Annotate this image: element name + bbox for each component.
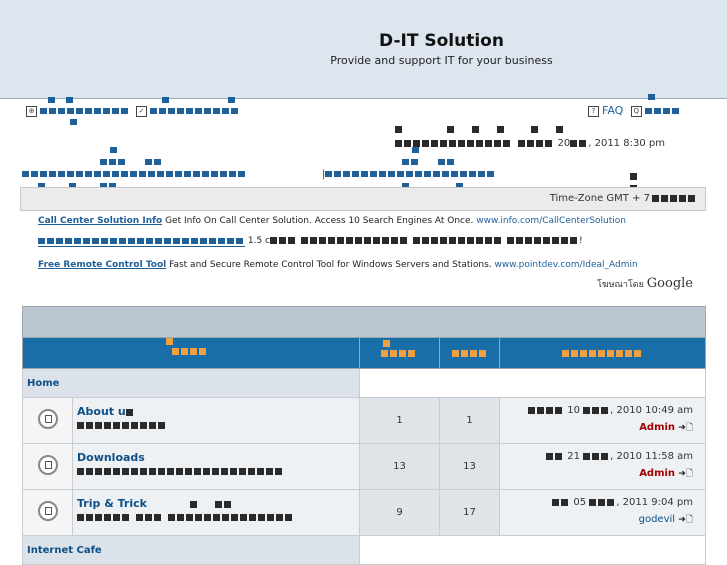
goto-post-icon[interactable]: ➜🗋 (678, 515, 694, 525)
ad-thai[interactable]: 1.5 c! (38, 236, 583, 247)
forum-posts: 1 (439, 397, 500, 444)
site-header: D-IT Solution Provide and support IT for… (0, 0, 727, 99)
forum-icon (37, 501, 58, 521)
ad-callcenter-text: Get Info On Call Center Solution. Access… (165, 216, 474, 226)
forum-icon (37, 455, 58, 475)
ad-callcenter-title[interactable]: Call Center Solution Info (38, 216, 163, 226)
site-description: Provide and support IT for your business (330, 54, 553, 67)
ad-thai-text: 1.5 c (247, 236, 270, 246)
unread-line[interactable]: | (322, 167, 496, 180)
header-lastpost (498, 337, 707, 369)
last-user[interactable]: Admin (639, 422, 676, 433)
header-topics (359, 337, 440, 369)
nav-right: ? FAQ Q (588, 104, 681, 117)
table-row: About u 1 1 10 , 2010 10:49 am Admin ➜🗋 (22, 397, 707, 444)
search-icon[interactable]: Q (630, 105, 642, 117)
table-header (22, 337, 707, 369)
timezone-label: Time-Zone GMT + 7 (549, 193, 650, 204)
ad-callcenter[interactable]: Call Center Solution Info Get Info On Ca… (38, 216, 626, 226)
forum-topics: 13 (359, 443, 440, 490)
header-forum (22, 337, 360, 369)
last-visit (395, 122, 565, 135)
forum-link[interactable]: Trip & Trick (77, 497, 147, 510)
last-visit-day: 20 (557, 138, 571, 149)
table-row: Trip & Trick 9 17 05 , 2011 9:04 pm godev… (22, 489, 707, 536)
forum-posts: 13 (439, 443, 500, 490)
header-posts (439, 337, 500, 369)
site-title: D-IT Solution (379, 31, 504, 51)
table-row: Downloads 13 13 21 , 2010 11:58 am Admin … (22, 443, 707, 490)
last-day: 21 (567, 451, 580, 462)
forum-table: Home About u 1 1 10 , 2010 10:49 am Admin… (21, 306, 707, 565)
last-user[interactable]: godevil (638, 514, 676, 525)
forum-link[interactable]: About u (77, 405, 126, 418)
last-user[interactable]: Admin (639, 468, 676, 479)
ad-remote-text: Fast and Secure Remote Control Tool for … (169, 260, 492, 270)
last-day: 05 (573, 497, 587, 508)
last-time: , 2010 11:58 am (610, 451, 694, 462)
forum-topics: 1 (359, 397, 440, 444)
table-top-bar (21, 306, 707, 338)
forum-posts: 17 (439, 489, 500, 536)
last-visit-time: , 2011 8:30 pm (588, 138, 665, 149)
faq-icon: ? (588, 105, 599, 117)
category-row: Internet Cafe (22, 535, 707, 565)
goto-post-icon[interactable]: ➜🗋 (678, 469, 694, 479)
faq-link[interactable]: FAQ (602, 104, 624, 117)
ads-by-label: โฆษณาโดย (597, 280, 644, 290)
last-time: , 2010 10:49 am (610, 405, 694, 416)
login-icon: ✓ (136, 105, 147, 117)
last-day: 10 (567, 405, 580, 416)
register-icon: ⊕ (26, 105, 37, 117)
category-row: Home (22, 368, 707, 398)
ad-remote[interactable]: Free Remote Control Tool Fast and Secure… (38, 260, 638, 270)
ad-remote-url[interactable]: www.pointdev.com/Ideal_Admin (494, 260, 638, 270)
goto-post-icon[interactable]: ➜🗋 (678, 423, 694, 433)
ad-remote-title[interactable]: Free Remote Control Tool (38, 260, 167, 270)
ads-by-google[interactable]: โฆษณาโดย Google (597, 276, 693, 291)
category-home[interactable]: Home (22, 368, 360, 398)
forum-topics: 9 (359, 489, 440, 536)
google-logo: Google (646, 276, 693, 291)
welcome-line (22, 167, 247, 180)
login-link[interactable]: ✓ (136, 104, 240, 117)
last-time: , 2011 9:04 pm (616, 497, 694, 508)
forum-icon (37, 409, 58, 429)
timezone-bar: Time-Zone GMT + 7 (20, 187, 706, 211)
category-internet-cafe[interactable]: Internet Cafe (22, 535, 360, 565)
forum-link[interactable]: Downloads (77, 451, 145, 464)
ad-callcenter-url[interactable]: www.info.com/CallCenterSolution (476, 216, 626, 226)
